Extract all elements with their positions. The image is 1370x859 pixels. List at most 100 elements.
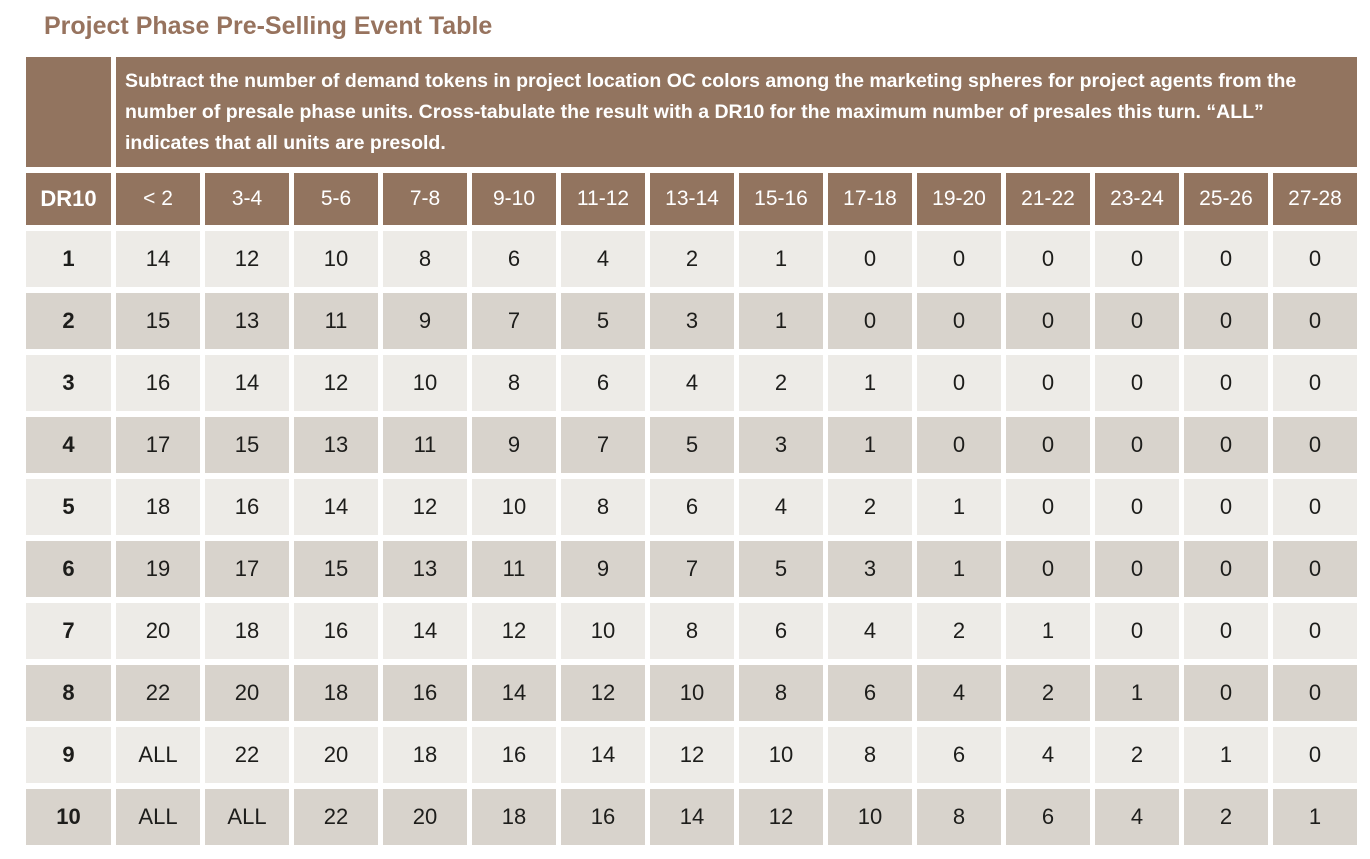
table-cell: 2: [828, 479, 912, 535]
table-cell: 16: [294, 603, 378, 659]
table-cell: 0: [1006, 541, 1090, 597]
table-cell: 8: [917, 789, 1001, 845]
table-cell: 2: [1095, 727, 1179, 783]
table-cell: 1: [1184, 727, 1268, 783]
table-cell: 22: [116, 665, 200, 721]
table-cell: 2: [917, 603, 1001, 659]
table-cell: 0: [1273, 479, 1357, 535]
table-cell: 2: [650, 231, 734, 287]
table-cell: 20: [294, 727, 378, 783]
table-cell: 7: [650, 541, 734, 597]
table-cell: 18: [383, 727, 467, 783]
table-cell: 0: [1095, 541, 1179, 597]
column-header: 19-20: [917, 173, 1001, 225]
table-cell: 0: [1095, 479, 1179, 535]
table-cell: ALL: [116, 727, 200, 783]
row-header: 1: [26, 231, 111, 287]
table-cell: 4: [650, 355, 734, 411]
table-cell: 0: [1095, 355, 1179, 411]
table-cell: 1: [1006, 603, 1090, 659]
table-cell: 0: [1184, 355, 1268, 411]
table-cell: 1: [917, 541, 1001, 597]
table-cell: 18: [205, 603, 289, 659]
table-cell: 15: [205, 417, 289, 473]
table-cell: 17: [116, 417, 200, 473]
table-cell: 0: [1184, 293, 1268, 349]
table-cell: 9: [383, 293, 467, 349]
table-cell: 4: [1006, 727, 1090, 783]
table-cell: 0: [1184, 603, 1268, 659]
column-header: 5-6: [294, 173, 378, 225]
table-cell: 0: [1273, 293, 1357, 349]
column-header: 25-26: [1184, 173, 1268, 225]
table-cell: 4: [828, 603, 912, 659]
column-header: 21-22: [1006, 173, 1090, 225]
table-cell: 14: [383, 603, 467, 659]
table-cell: 14: [650, 789, 734, 845]
table-cell: 1: [828, 417, 912, 473]
table-cell: 7: [561, 417, 645, 473]
table-cell: 18: [116, 479, 200, 535]
table-cell: 8: [383, 231, 467, 287]
table-cell: 10: [472, 479, 556, 535]
table-cell: 0: [1273, 417, 1357, 473]
table-cell: 0: [1273, 541, 1357, 597]
table-cell: 10: [739, 727, 823, 783]
table-cell: 12: [383, 479, 467, 535]
table-cell: 12: [294, 355, 378, 411]
table-cell: 0: [1006, 293, 1090, 349]
column-header: 15-16: [739, 173, 823, 225]
table-cell: 5: [739, 541, 823, 597]
table-cell: 2: [1006, 665, 1090, 721]
table-cell: 4: [1095, 789, 1179, 845]
table-cell: 15: [294, 541, 378, 597]
column-header: 23-24: [1095, 173, 1179, 225]
table-cell: 13: [294, 417, 378, 473]
table-cell: 20: [116, 603, 200, 659]
table-cell: 22: [205, 727, 289, 783]
table-cell: 6: [472, 231, 556, 287]
table-cell: 5: [650, 417, 734, 473]
table-cell: 16: [205, 479, 289, 535]
table-cell: 1: [1273, 789, 1357, 845]
table-cell: 4: [917, 665, 1001, 721]
table-cell: 0: [1273, 665, 1357, 721]
table-cell: 16: [383, 665, 467, 721]
row-header: 9: [26, 727, 111, 783]
table-cell: 0: [1273, 727, 1357, 783]
table-cell: 7: [472, 293, 556, 349]
table-cell: 5: [561, 293, 645, 349]
row-header: 6: [26, 541, 111, 597]
table-cell: 22: [294, 789, 378, 845]
table-cell: 8: [739, 665, 823, 721]
table-cell: 10: [383, 355, 467, 411]
table-cell: 8: [472, 355, 556, 411]
table-cell: 0: [917, 231, 1001, 287]
table-cell: 6: [650, 479, 734, 535]
table-description: Subtract the number of demand tokens in …: [116, 57, 1357, 167]
table-cell: 13: [205, 293, 289, 349]
column-header: 11-12: [561, 173, 645, 225]
table-cell: 3: [739, 417, 823, 473]
table-cell: 11: [383, 417, 467, 473]
column-header: < 2: [116, 173, 200, 225]
table-cell: 20: [383, 789, 467, 845]
table-cell: 0: [917, 355, 1001, 411]
table-cell: 6: [739, 603, 823, 659]
table-cell: 0: [1006, 355, 1090, 411]
table-corner-blank: [26, 57, 111, 167]
table-cell: 0: [1184, 231, 1268, 287]
table-cell: 3: [828, 541, 912, 597]
table-cell: 0: [1006, 231, 1090, 287]
table-cell: 6: [561, 355, 645, 411]
table-cell: 0: [1184, 541, 1268, 597]
table-cell: 0: [917, 293, 1001, 349]
table-cell: 0: [1095, 293, 1179, 349]
table-cell: 10: [294, 231, 378, 287]
table-cell: 6: [1006, 789, 1090, 845]
column-header: 13-14: [650, 173, 734, 225]
table-cell: 0: [828, 231, 912, 287]
column-header: 7-8: [383, 173, 467, 225]
column-header: 9-10: [472, 173, 556, 225]
column-header: 3-4: [205, 173, 289, 225]
